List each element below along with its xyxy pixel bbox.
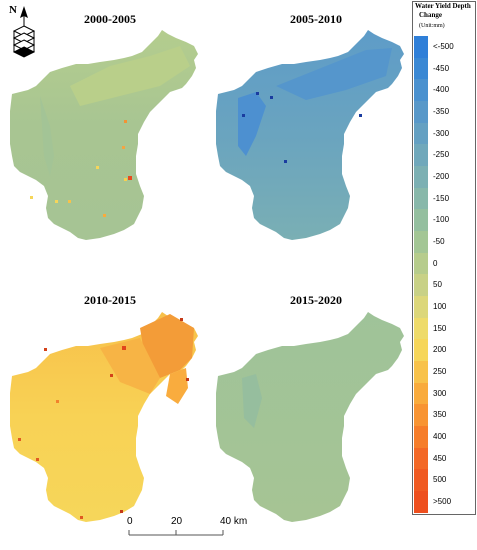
panel-title-2015-2020: 2015-2020 — [290, 293, 342, 307]
legend-swatch — [414, 339, 428, 362]
legend-label: 250 — [433, 367, 447, 377]
legend-swatch — [414, 231, 428, 253]
legend-label: 200 — [433, 345, 447, 355]
legend-swatch — [414, 361, 428, 383]
legend-swatch — [414, 317, 428, 340]
legend-label: -200 — [433, 171, 450, 181]
legend-label: 350 — [433, 410, 447, 420]
legend-swatch — [414, 382, 428, 405]
legend-label: 150 — [433, 323, 447, 333]
legend-label: -150 — [433, 193, 450, 203]
legend-title-line2: Change — [419, 11, 442, 19]
map-2000-2005 — [10, 30, 198, 240]
north-arrow-icon — [12, 6, 36, 58]
legend-swatch — [414, 274, 428, 297]
legend-label: 300 — [433, 388, 447, 398]
scale-bar — [128, 530, 224, 536]
legend-label: -100 — [433, 215, 450, 225]
legend-swatch — [414, 36, 428, 58]
legend-swatch — [414, 404, 428, 427]
legend-label: 100 — [433, 302, 447, 312]
legend-swatch — [414, 252, 428, 275]
legend-label: 50 — [433, 280, 442, 290]
panel-title-2005-2010: 2005-2010 — [290, 12, 342, 26]
legend-swatch — [414, 57, 428, 80]
north-arrow: N — [6, 4, 36, 64]
scale-label-40km: 40 km — [220, 516, 248, 527]
north-label: N — [9, 4, 17, 16]
legend-label: <-500 — [433, 41, 454, 51]
legend-swatch — [414, 447, 428, 470]
legend-swatch — [414, 296, 428, 318]
legend-label: -450 — [433, 63, 450, 73]
legend-label: 500 — [433, 475, 447, 485]
legend-swatch — [414, 122, 428, 145]
legend-swatch — [414, 469, 428, 492]
map-2010-2015 — [10, 312, 198, 522]
legend-swatch — [414, 491, 428, 513]
basin-outline — [216, 312, 404, 522]
map-2015-2020 — [216, 312, 404, 522]
legend-color-ramp — [414, 36, 428, 513]
legend-label: -400 — [433, 85, 450, 95]
legend-unit: (Unit:mm) — [419, 23, 445, 29]
legend-title-line1: Water Yield Depth — [415, 2, 471, 10]
legend-label: -250 — [433, 150, 450, 160]
legend-label: -50 — [433, 236, 445, 246]
legend-swatch — [414, 166, 428, 188]
legend-label: 400 — [433, 432, 447, 442]
legend-swatch — [414, 209, 428, 232]
legend-swatch — [414, 426, 428, 448]
legend-swatch — [414, 187, 428, 210]
panel-title-2010-2015: 2010-2015 — [84, 293, 136, 307]
legend-label: -350 — [433, 106, 450, 116]
legend-swatch — [414, 144, 428, 167]
map-2005-2010 — [216, 30, 404, 240]
legend-swatch — [414, 101, 428, 123]
legend-swatch — [414, 79, 428, 102]
legend-label: 450 — [433, 453, 447, 463]
legend-label: >500 — [433, 497, 452, 507]
legend-label: -300 — [433, 128, 450, 138]
legend-label: 0 — [433, 258, 438, 268]
scale-label-0: 0 — [127, 516, 133, 527]
scale-label-20: 20 — [171, 516, 183, 527]
legend-title: Water Yield Depth Change — [415, 2, 477, 20]
panel-title-2000-2005: 2000-2005 — [84, 12, 136, 26]
